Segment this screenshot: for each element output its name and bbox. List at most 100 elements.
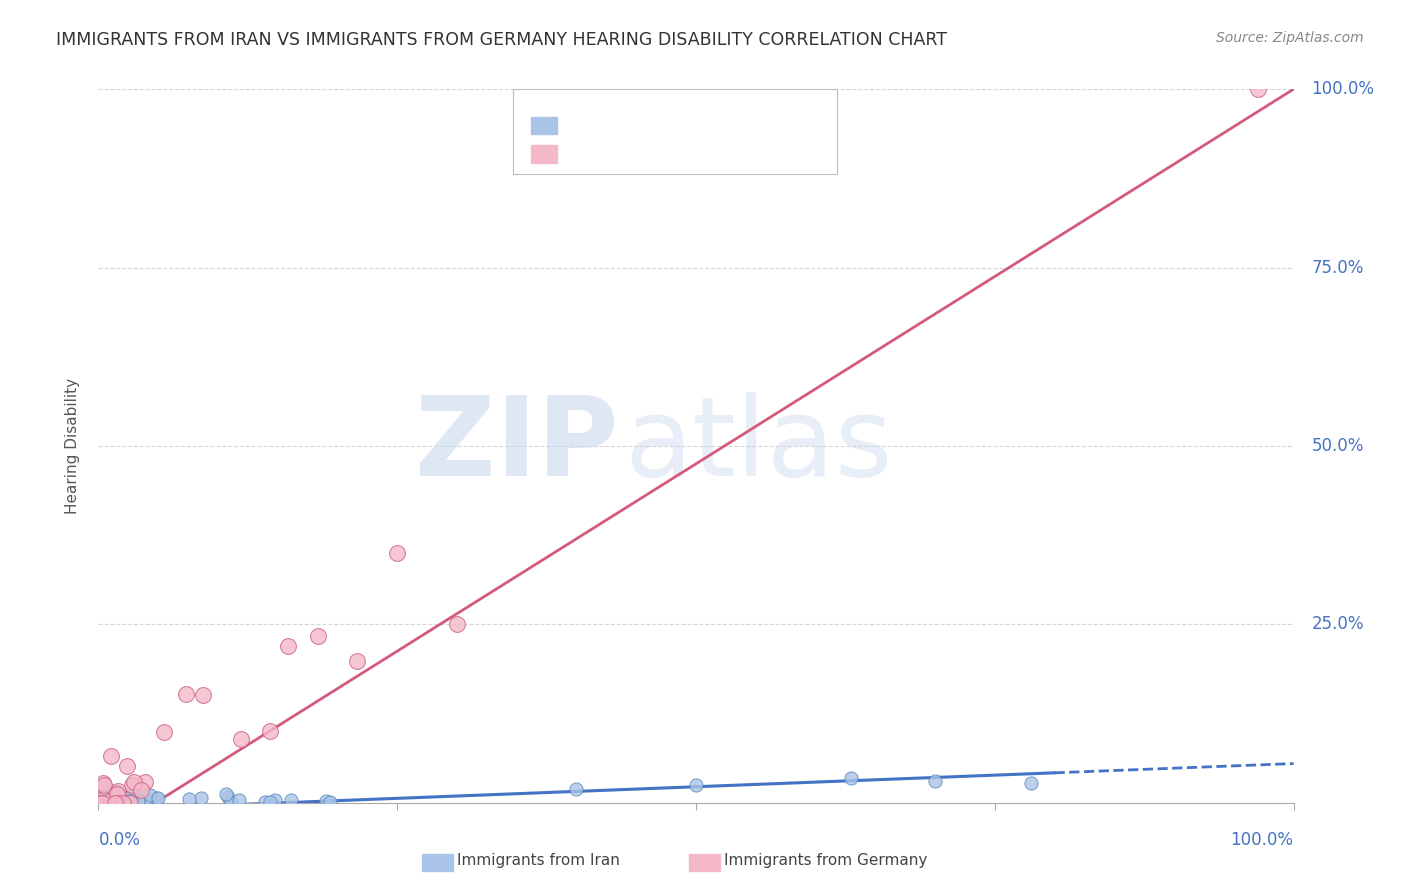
Text: atlas: atlas xyxy=(624,392,893,500)
Point xyxy=(134,775,156,789)
Text: R =  0.961   N = 35: R = 0.961 N = 35 xyxy=(565,139,727,157)
Point xyxy=(103,795,125,809)
Point xyxy=(104,796,127,810)
Point xyxy=(125,789,148,803)
Point xyxy=(177,792,200,806)
Point xyxy=(111,791,134,805)
Point xyxy=(101,795,124,809)
Point xyxy=(219,795,242,809)
Point xyxy=(110,789,132,804)
Point xyxy=(91,793,114,807)
Point xyxy=(565,781,588,796)
Point xyxy=(108,796,131,810)
Point xyxy=(90,795,112,809)
Text: Immigrants from Iran: Immigrants from Iran xyxy=(457,854,620,868)
Point xyxy=(114,789,136,804)
Point xyxy=(120,792,142,806)
Point xyxy=(101,791,124,805)
Point xyxy=(93,778,115,792)
Point xyxy=(90,796,112,810)
Point xyxy=(139,789,162,803)
Point xyxy=(115,790,138,805)
Point xyxy=(228,793,250,807)
Point xyxy=(89,791,111,805)
Point xyxy=(127,793,149,807)
Point xyxy=(446,617,468,632)
Text: 100.0%: 100.0% xyxy=(1230,831,1294,849)
Text: 0.0%: 0.0% xyxy=(98,831,141,849)
Point xyxy=(94,791,117,805)
Point xyxy=(112,796,135,810)
Point xyxy=(115,793,138,807)
Point xyxy=(100,794,122,808)
Point xyxy=(307,629,329,643)
Point xyxy=(100,788,122,802)
Point xyxy=(280,793,302,807)
Point xyxy=(839,771,862,785)
Point xyxy=(93,794,115,808)
Point xyxy=(89,789,111,803)
Point xyxy=(217,789,239,804)
Point xyxy=(87,795,110,809)
Text: 100.0%: 100.0% xyxy=(1312,80,1375,98)
Point xyxy=(100,748,122,763)
Point xyxy=(118,796,141,810)
Text: 25.0%: 25.0% xyxy=(1312,615,1364,633)
Point xyxy=(90,795,112,809)
Point xyxy=(96,788,118,802)
Text: Source: ZipAtlas.com: Source: ZipAtlas.com xyxy=(1216,31,1364,45)
Point xyxy=(319,795,342,809)
Point xyxy=(145,791,167,805)
Point xyxy=(98,789,121,804)
Point xyxy=(176,687,198,701)
Point xyxy=(107,793,129,807)
Point xyxy=(127,794,149,808)
Point xyxy=(107,791,129,805)
Point xyxy=(107,793,129,807)
Point xyxy=(115,796,138,810)
Point xyxy=(97,794,120,808)
Point xyxy=(89,796,111,810)
Point xyxy=(346,654,368,668)
Point xyxy=(277,639,299,653)
Point xyxy=(215,787,238,801)
Point xyxy=(103,796,125,810)
Point xyxy=(253,795,276,809)
Point xyxy=(89,796,111,810)
Point xyxy=(190,791,212,805)
Point xyxy=(924,774,946,789)
Point xyxy=(91,796,114,810)
Point xyxy=(259,723,281,738)
Point xyxy=(264,793,287,807)
Point xyxy=(104,795,127,809)
Point xyxy=(120,794,142,808)
Point xyxy=(101,795,124,809)
Point xyxy=(115,759,138,773)
Point xyxy=(139,796,162,810)
Point xyxy=(129,783,152,797)
Point xyxy=(385,546,409,560)
Point xyxy=(91,792,114,806)
Point xyxy=(685,778,707,792)
Point xyxy=(107,783,129,797)
Point xyxy=(93,796,115,810)
Text: IMMIGRANTS FROM IRAN VS IMMIGRANTS FROM GERMANY HEARING DISABILITY CORRELATION C: IMMIGRANTS FROM IRAN VS IMMIGRANTS FROM … xyxy=(56,31,948,49)
Y-axis label: Hearing Disability: Hearing Disability xyxy=(65,378,80,514)
Point xyxy=(107,796,129,810)
Point xyxy=(96,791,118,805)
Point xyxy=(93,793,115,807)
Point xyxy=(121,779,143,793)
Point xyxy=(91,780,114,795)
Point xyxy=(120,789,142,803)
Point xyxy=(122,790,145,805)
Point xyxy=(97,794,120,808)
Point xyxy=(90,780,112,794)
Point xyxy=(259,795,281,809)
Point xyxy=(122,775,145,789)
Point xyxy=(231,732,253,747)
Point xyxy=(105,787,128,801)
Point xyxy=(146,791,169,805)
Point xyxy=(1019,776,1042,790)
Text: 75.0%: 75.0% xyxy=(1312,259,1364,277)
Point xyxy=(91,775,114,789)
